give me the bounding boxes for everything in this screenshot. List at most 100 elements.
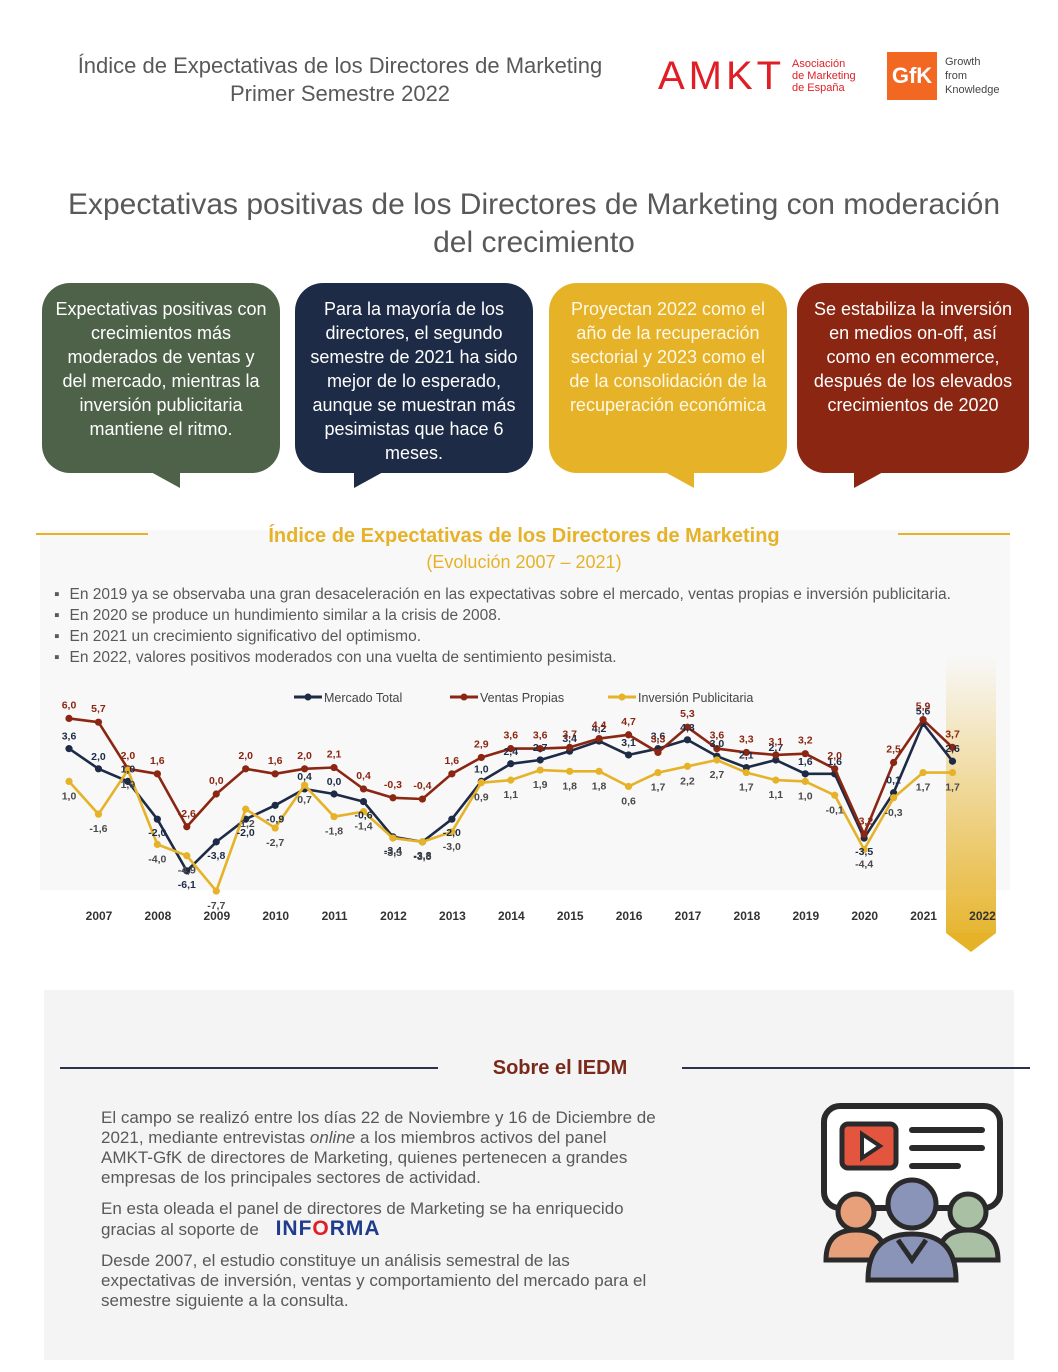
data-point [831, 791, 839, 799]
data-point [890, 758, 898, 767]
legend-label: Inversión Publicitaria [638, 691, 753, 705]
data-point [713, 756, 721, 764]
data-label: 2,0 [91, 751, 106, 763]
data-label: 2,4 [503, 746, 518, 758]
bullet-item: En 2019 ya se observaba una gran desacel… [54, 584, 1014, 605]
data-label: 1,1 [503, 789, 518, 801]
data-label: -6,1 [178, 879, 196, 891]
data-label: 1,6 [445, 755, 460, 767]
data-point [124, 777, 132, 786]
main-title: Expectativas positivas de los Directores… [30, 186, 1038, 262]
data-point [831, 765, 839, 773]
data-label: 3,7 [562, 728, 577, 740]
data-point [624, 782, 633, 791]
year-tick-label: 2007 [86, 909, 113, 923]
iedm-p3-line: semestre siguiente a la consulta. [101, 1291, 349, 1310]
chart-title: Índice de Expectativas de los Directores… [268, 525, 780, 547]
data-label: 2,0 [238, 750, 253, 762]
data-point [330, 763, 338, 772]
bullet-item: En 2020 se produce un hundimiento simila… [54, 605, 1014, 626]
data-point [94, 765, 103, 773]
data-point [477, 753, 485, 762]
iedm-p1-line: El campo se realizó entre los días 22 de… [101, 1108, 656, 1127]
data-point [507, 745, 515, 753]
data-point [477, 779, 485, 787]
amkt-sub-line3: de España [792, 82, 845, 94]
data-label: 1,0 [62, 790, 77, 802]
data-point [683, 736, 692, 744]
chart-subtitle: (Evolución 2007 – 2021) [426, 552, 622, 572]
iedm-p2-text: gracias al soporte de [101, 1220, 259, 1239]
data-point [65, 714, 73, 723]
data-point [418, 795, 426, 803]
chart-bullets: En 2019 ya se observaba una gran desacel… [54, 584, 1014, 668]
iedm-p3-line: Desde 2007, el estudio constituye un aná… [101, 1251, 570, 1270]
data-point [683, 762, 692, 770]
data-label: 2,6 [945, 743, 960, 755]
data-point [624, 751, 633, 759]
year-tick-label: 2019 [792, 909, 819, 923]
data-point [536, 745, 544, 753]
gfk-logo: GfK [887, 52, 937, 100]
data-label: -3,8 [413, 851, 431, 863]
data-point [919, 716, 927, 724]
data-point [624, 731, 633, 739]
data-point [65, 745, 73, 753]
data-label: 3,3 [651, 733, 666, 745]
data-label: 1,6 [268, 755, 283, 767]
year-tick-label: 2010 [262, 909, 289, 923]
data-label: 1,7 [916, 782, 931, 794]
year-tick-label: 2020 [851, 909, 878, 923]
data-point [242, 765, 250, 773]
year-tick-label: 2021 [910, 909, 937, 923]
data-point [94, 718, 103, 726]
data-point [359, 808, 368, 816]
amkt-logo-word: AMKT [658, 54, 786, 98]
data-label: 2,2 [680, 775, 695, 787]
informa-logo-dot: O [312, 1217, 330, 1240]
amkt-sub-line1: Asociación [792, 58, 846, 70]
iedm-paragraph-3: Desde 2007, el estudio constituye un aná… [101, 1251, 701, 1311]
data-label: 1,7 [651, 782, 666, 794]
data-point [448, 828, 456, 836]
data-label: -7,7 [207, 900, 225, 912]
data-point [742, 748, 750, 757]
data-label: 0,4 [356, 770, 371, 782]
data-label: 3,6 [503, 730, 518, 742]
data-label: -2,0 [443, 827, 461, 839]
data-label: -0,4 [413, 780, 431, 792]
iedm-rule-right [682, 1067, 1030, 1069]
data-point [212, 887, 220, 895]
data-point [919, 768, 927, 777]
data-point [772, 756, 780, 764]
speech-bubble-3: Proyectan 2022 como el año de la recuper… [549, 283, 787, 473]
data-point [801, 777, 809, 786]
data-label: 0,4 [297, 771, 312, 783]
iedm-p1-line: 2021, mediante entrevistas online a los … [101, 1128, 701, 1148]
data-label: -3,0 [443, 841, 461, 853]
iedm-p1-text: a los miembros activos del panel [359, 1128, 607, 1147]
data-point [683, 723, 692, 731]
data-label: -2,0 [237, 827, 255, 839]
data-point [330, 813, 338, 821]
data-label: 1,6 [150, 755, 165, 767]
iedm-rule-left [60, 1067, 438, 1069]
data-label: 3,1 [621, 737, 636, 749]
data-point [890, 789, 898, 797]
data-label: -1,8 [325, 826, 343, 838]
iedm-title: Sobre el IEDM [492, 1057, 628, 1079]
data-point [507, 760, 515, 768]
data-point [153, 770, 161, 778]
informa-logo-part: INF [275, 1217, 313, 1240]
chart-title-rule-left [36, 533, 148, 535]
main-title-line1: Expectativas positivas de los Directores… [67, 188, 1001, 221]
gfk-sub-line2: from [945, 70, 967, 82]
data-point [772, 776, 780, 784]
data-label: 0,6 [621, 795, 636, 807]
legend-marker [460, 693, 468, 701]
data-point [742, 768, 750, 777]
year-tick-label: 2008 [145, 909, 172, 923]
data-point [801, 770, 809, 778]
iedm-paragraph-1: El campo se realizó entre los días 22 de… [101, 1108, 701, 1188]
data-label: -1,2 [237, 818, 255, 830]
